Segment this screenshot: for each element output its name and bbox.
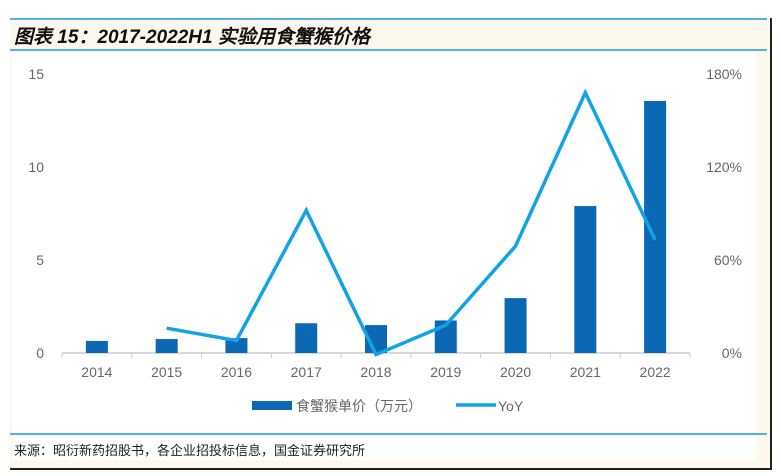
x-axis-tick-label: 2015 bbox=[151, 364, 182, 380]
x-axis-tick-label: 2017 bbox=[291, 364, 322, 380]
left-axis-tick-label: 15 bbox=[28, 66, 44, 82]
bar bbox=[225, 338, 248, 353]
x-axis-tick-label: 2022 bbox=[640, 364, 671, 380]
bar bbox=[85, 340, 108, 353]
right-axis-tick-label: 0% bbox=[722, 345, 742, 361]
legend-bar-label: 食蟹猴单价（万元） bbox=[296, 398, 422, 414]
plot-area bbox=[12, 52, 756, 460]
x-axis-tick-label: 2020 bbox=[500, 364, 531, 380]
figure-title: 图表 15：2017-2022H1 实验用食蟹猴价格 bbox=[14, 27, 370, 48]
legend-bar-swatch bbox=[252, 401, 292, 410]
x-axis-tick-label: 2014 bbox=[81, 364, 112, 380]
source-note: 来源：昭衍新药招股书，各企业招投标信息，国金证券研究所 bbox=[14, 444, 366, 459]
x-axis-tick-label: 2021 bbox=[570, 364, 601, 380]
bar bbox=[644, 100, 667, 353]
bar bbox=[155, 339, 178, 353]
left-axis-tick-label: 5 bbox=[36, 252, 44, 268]
source-rule bbox=[10, 433, 767, 435]
right-axis-tick-label: 180% bbox=[706, 66, 742, 82]
bar bbox=[295, 323, 318, 353]
title-bottom-rule bbox=[10, 49, 767, 51]
title-top-rule bbox=[10, 18, 767, 20]
left-axis-tick-label: 0 bbox=[36, 345, 44, 361]
x-axis-tick-label: 2019 bbox=[430, 364, 461, 380]
legend-line-label: YoY bbox=[498, 398, 524, 414]
bar bbox=[504, 298, 527, 353]
right-axis-tick-label: 120% bbox=[706, 159, 742, 175]
yoy-line bbox=[166, 88, 657, 357]
right-axis-tick-label: 60% bbox=[714, 252, 742, 268]
x-axis-tick-label: 2016 bbox=[221, 364, 252, 380]
bar bbox=[574, 206, 597, 353]
left-axis-tick-label: 10 bbox=[28, 159, 44, 175]
x-axis-tick-label: 2018 bbox=[360, 364, 391, 380]
